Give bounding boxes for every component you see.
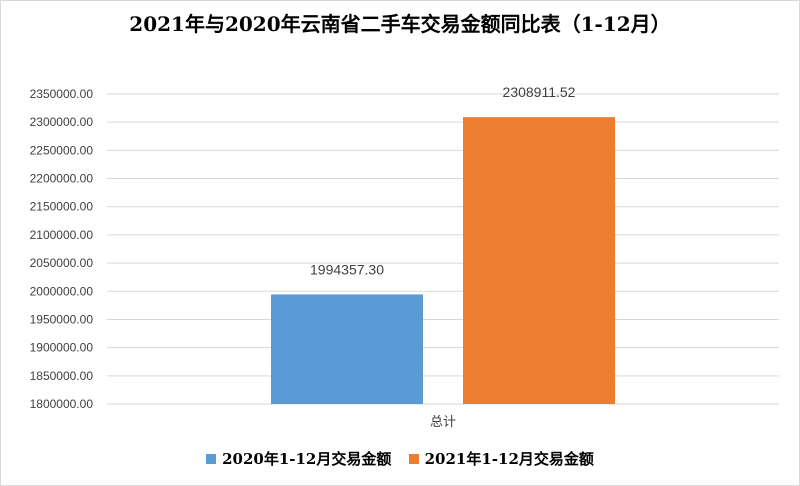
chart-title: 2021年与2020年云南省二手车交易金额同比表（1-12月） bbox=[129, 12, 671, 36]
y-tick-label: 1900000.00 bbox=[30, 341, 94, 355]
y-tick-label: 1800000.00 bbox=[30, 397, 94, 411]
y-tick-label: 2300000.00 bbox=[30, 115, 94, 129]
legend-item-2021: 2021年1-12月交易金额 bbox=[408, 448, 594, 469]
chart-legend: 2020年1-12月交易金额 2021年1-12月交易金额 bbox=[0, 448, 800, 469]
y-tick-label: 1850000.00 bbox=[30, 369, 94, 383]
legend-item-2020: 2020年1-12月交易金额 bbox=[206, 448, 391, 469]
y-tick-label: 2350000.00 bbox=[30, 87, 94, 101]
legend-label-2021: 2021年1-12月交易金额 bbox=[424, 450, 594, 468]
data-label-series-1: 2308911.52 bbox=[503, 84, 576, 100]
y-tick-label: 2050000.00 bbox=[30, 256, 94, 270]
y-tick-label: 1950000.00 bbox=[30, 312, 94, 326]
legend-swatch-2020 bbox=[206, 453, 217, 464]
bar-series-1 bbox=[463, 117, 615, 404]
legend-label-2020: 2020年1-12月交易金额 bbox=[222, 450, 392, 468]
bar-series-0 bbox=[271, 294, 423, 404]
legend-swatch-2021 bbox=[408, 453, 419, 464]
y-tick-label: 2250000.00 bbox=[30, 143, 94, 157]
y-tick-label: 2200000.00 bbox=[30, 172, 94, 186]
y-tick-label: 2000000.00 bbox=[30, 284, 94, 298]
data-label-series-0: 1994357.30 bbox=[310, 261, 384, 277]
x-category-label: 总计 bbox=[430, 415, 456, 430]
y-tick-label: 2150000.00 bbox=[30, 200, 94, 214]
y-tick-label: 2100000.00 bbox=[30, 228, 94, 242]
